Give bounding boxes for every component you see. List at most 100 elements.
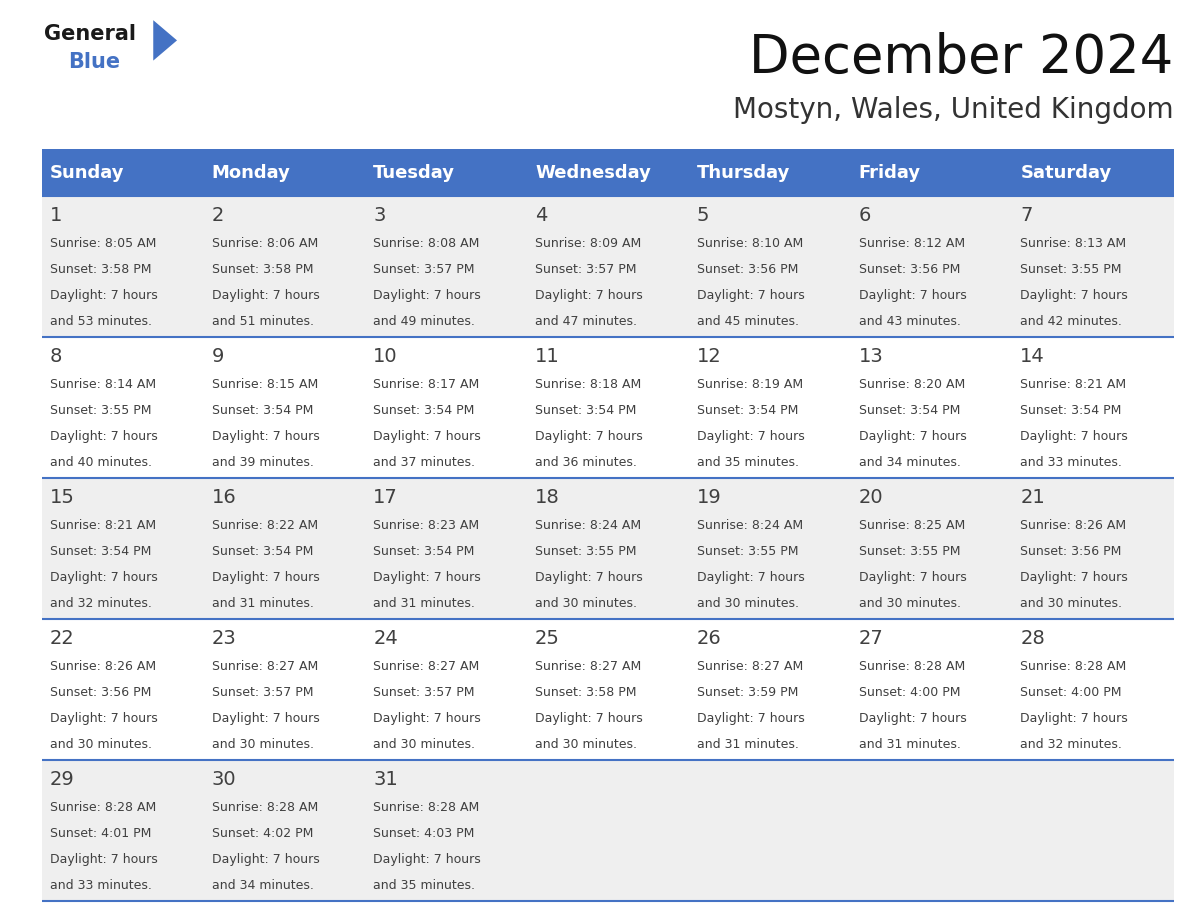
Text: 13: 13 (859, 347, 884, 365)
Text: 22: 22 (50, 629, 75, 647)
Bar (42, 760, 1174, 901)
Text: Sunrise: 8:26 AM: Sunrise: 8:26 AM (50, 660, 156, 673)
Bar (851, 149, 1012, 196)
Text: and 35 minutes.: and 35 minutes. (697, 456, 798, 469)
Text: Daylight: 7 hours: Daylight: 7 hours (859, 289, 966, 302)
Text: and 30 minutes.: and 30 minutes. (859, 597, 961, 610)
Text: and 33 minutes.: and 33 minutes. (50, 879, 152, 892)
Text: Sunrise: 8:17 AM: Sunrise: 8:17 AM (373, 377, 480, 391)
Text: and 37 minutes.: and 37 minutes. (373, 456, 475, 469)
Text: 2: 2 (211, 206, 225, 225)
Text: Sunset: 3:54 PM: Sunset: 3:54 PM (1020, 404, 1121, 417)
Text: Daylight: 7 hours: Daylight: 7 hours (373, 289, 481, 302)
Text: and 53 minutes.: and 53 minutes. (50, 315, 152, 328)
Text: Blue: Blue (68, 51, 120, 72)
Text: Sunset: 3:55 PM: Sunset: 3:55 PM (1020, 263, 1121, 275)
Text: Sunset: 3:54 PM: Sunset: 3:54 PM (373, 544, 475, 558)
Text: Sunset: 3:54 PM: Sunset: 3:54 PM (211, 404, 312, 417)
Text: and 42 minutes.: and 42 minutes. (1020, 315, 1123, 328)
Text: Sunset: 3:55 PM: Sunset: 3:55 PM (50, 404, 151, 417)
Text: Daylight: 7 hours: Daylight: 7 hours (535, 571, 643, 584)
Text: 3: 3 (373, 206, 386, 225)
Text: and 45 minutes.: and 45 minutes. (697, 315, 798, 328)
Text: Sunset: 3:55 PM: Sunset: 3:55 PM (859, 544, 960, 558)
Text: Sunrise: 8:15 AM: Sunrise: 8:15 AM (211, 377, 318, 391)
Text: 5: 5 (697, 206, 709, 225)
Text: and 39 minutes.: and 39 minutes. (211, 456, 314, 469)
Text: Sunset: 3:56 PM: Sunset: 3:56 PM (1020, 544, 1121, 558)
Text: 7: 7 (1020, 206, 1032, 225)
Bar (203, 149, 365, 196)
Text: 11: 11 (535, 347, 560, 365)
Text: 1: 1 (50, 206, 62, 225)
Text: and 40 minutes.: and 40 minutes. (50, 456, 152, 469)
Text: Daylight: 7 hours: Daylight: 7 hours (211, 853, 320, 866)
Text: and 30 minutes.: and 30 minutes. (373, 738, 475, 751)
Text: Sunset: 4:03 PM: Sunset: 4:03 PM (373, 827, 475, 840)
Text: and 30 minutes.: and 30 minutes. (697, 597, 798, 610)
Text: 23: 23 (211, 629, 236, 647)
Text: Daylight: 7 hours: Daylight: 7 hours (373, 853, 481, 866)
Text: Sunset: 4:00 PM: Sunset: 4:00 PM (859, 686, 960, 699)
Text: Wednesday: Wednesday (535, 163, 651, 182)
Text: and 34 minutes.: and 34 minutes. (211, 879, 314, 892)
Text: Sunrise: 8:27 AM: Sunrise: 8:27 AM (697, 660, 803, 673)
Text: 6: 6 (859, 206, 871, 225)
Text: and 30 minutes.: and 30 minutes. (50, 738, 152, 751)
Text: General: General (44, 24, 135, 44)
Text: and 33 minutes.: and 33 minutes. (1020, 456, 1123, 469)
Text: Sunrise: 8:06 AM: Sunrise: 8:06 AM (211, 237, 318, 250)
Text: Sunday: Sunday (50, 163, 125, 182)
Text: Daylight: 7 hours: Daylight: 7 hours (50, 571, 158, 584)
Text: 19: 19 (697, 487, 721, 507)
Text: 29: 29 (50, 769, 75, 789)
Text: Daylight: 7 hours: Daylight: 7 hours (211, 711, 320, 725)
Text: Sunset: 3:57 PM: Sunset: 3:57 PM (373, 686, 475, 699)
Text: Sunrise: 8:14 AM: Sunrise: 8:14 AM (50, 377, 156, 391)
Text: Daylight: 7 hours: Daylight: 7 hours (211, 430, 320, 442)
Text: Sunset: 3:57 PM: Sunset: 3:57 PM (535, 263, 637, 275)
Text: Daylight: 7 hours: Daylight: 7 hours (50, 289, 158, 302)
Text: Sunset: 3:54 PM: Sunset: 3:54 PM (697, 404, 798, 417)
Text: Daylight: 7 hours: Daylight: 7 hours (50, 853, 158, 866)
Text: Sunrise: 8:28 AM: Sunrise: 8:28 AM (373, 800, 480, 813)
Text: Daylight: 7 hours: Daylight: 7 hours (211, 289, 320, 302)
Text: Sunrise: 8:08 AM: Sunrise: 8:08 AM (373, 237, 480, 250)
Polygon shape (153, 20, 177, 61)
Text: Sunset: 3:54 PM: Sunset: 3:54 PM (535, 404, 637, 417)
Text: Daylight: 7 hours: Daylight: 7 hours (1020, 289, 1129, 302)
Text: Daylight: 7 hours: Daylight: 7 hours (859, 571, 966, 584)
Text: Daylight: 7 hours: Daylight: 7 hours (1020, 711, 1129, 725)
Text: and 51 minutes.: and 51 minutes. (211, 315, 314, 328)
Bar (526, 149, 689, 196)
Text: Tuesday: Tuesday (373, 163, 455, 182)
Bar (42, 196, 1174, 338)
Text: and 31 minutes.: and 31 minutes. (373, 597, 475, 610)
Text: Thursday: Thursday (697, 163, 790, 182)
Bar (42, 338, 1174, 478)
Text: and 30 minutes.: and 30 minutes. (1020, 597, 1123, 610)
Text: Sunset: 4:01 PM: Sunset: 4:01 PM (50, 827, 151, 840)
Text: Sunset: 3:56 PM: Sunset: 3:56 PM (50, 686, 151, 699)
Text: and 30 minutes.: and 30 minutes. (535, 738, 637, 751)
Text: Friday: Friday (859, 163, 921, 182)
Text: and 34 minutes.: and 34 minutes. (859, 456, 960, 469)
Text: Sunrise: 8:19 AM: Sunrise: 8:19 AM (697, 377, 803, 391)
Text: Sunset: 3:57 PM: Sunset: 3:57 PM (211, 686, 314, 699)
Bar (42, 478, 1174, 620)
Text: 9: 9 (211, 347, 225, 365)
Text: Sunset: 3:55 PM: Sunset: 3:55 PM (697, 544, 798, 558)
Text: Sunset: 3:58 PM: Sunset: 3:58 PM (211, 263, 314, 275)
Text: and 31 minutes.: and 31 minutes. (697, 738, 798, 751)
Text: Daylight: 7 hours: Daylight: 7 hours (859, 711, 966, 725)
Text: Daylight: 7 hours: Daylight: 7 hours (373, 571, 481, 584)
Text: Sunset: 4:00 PM: Sunset: 4:00 PM (1020, 686, 1121, 699)
Bar (42, 149, 203, 196)
Text: 18: 18 (535, 487, 560, 507)
Text: Daylight: 7 hours: Daylight: 7 hours (1020, 571, 1129, 584)
Text: Sunset: 3:58 PM: Sunset: 3:58 PM (50, 263, 151, 275)
Text: Sunrise: 8:12 AM: Sunrise: 8:12 AM (859, 237, 965, 250)
Text: and 32 minutes.: and 32 minutes. (50, 597, 152, 610)
Text: and 43 minutes.: and 43 minutes. (859, 315, 960, 328)
Text: Monday: Monday (211, 163, 291, 182)
